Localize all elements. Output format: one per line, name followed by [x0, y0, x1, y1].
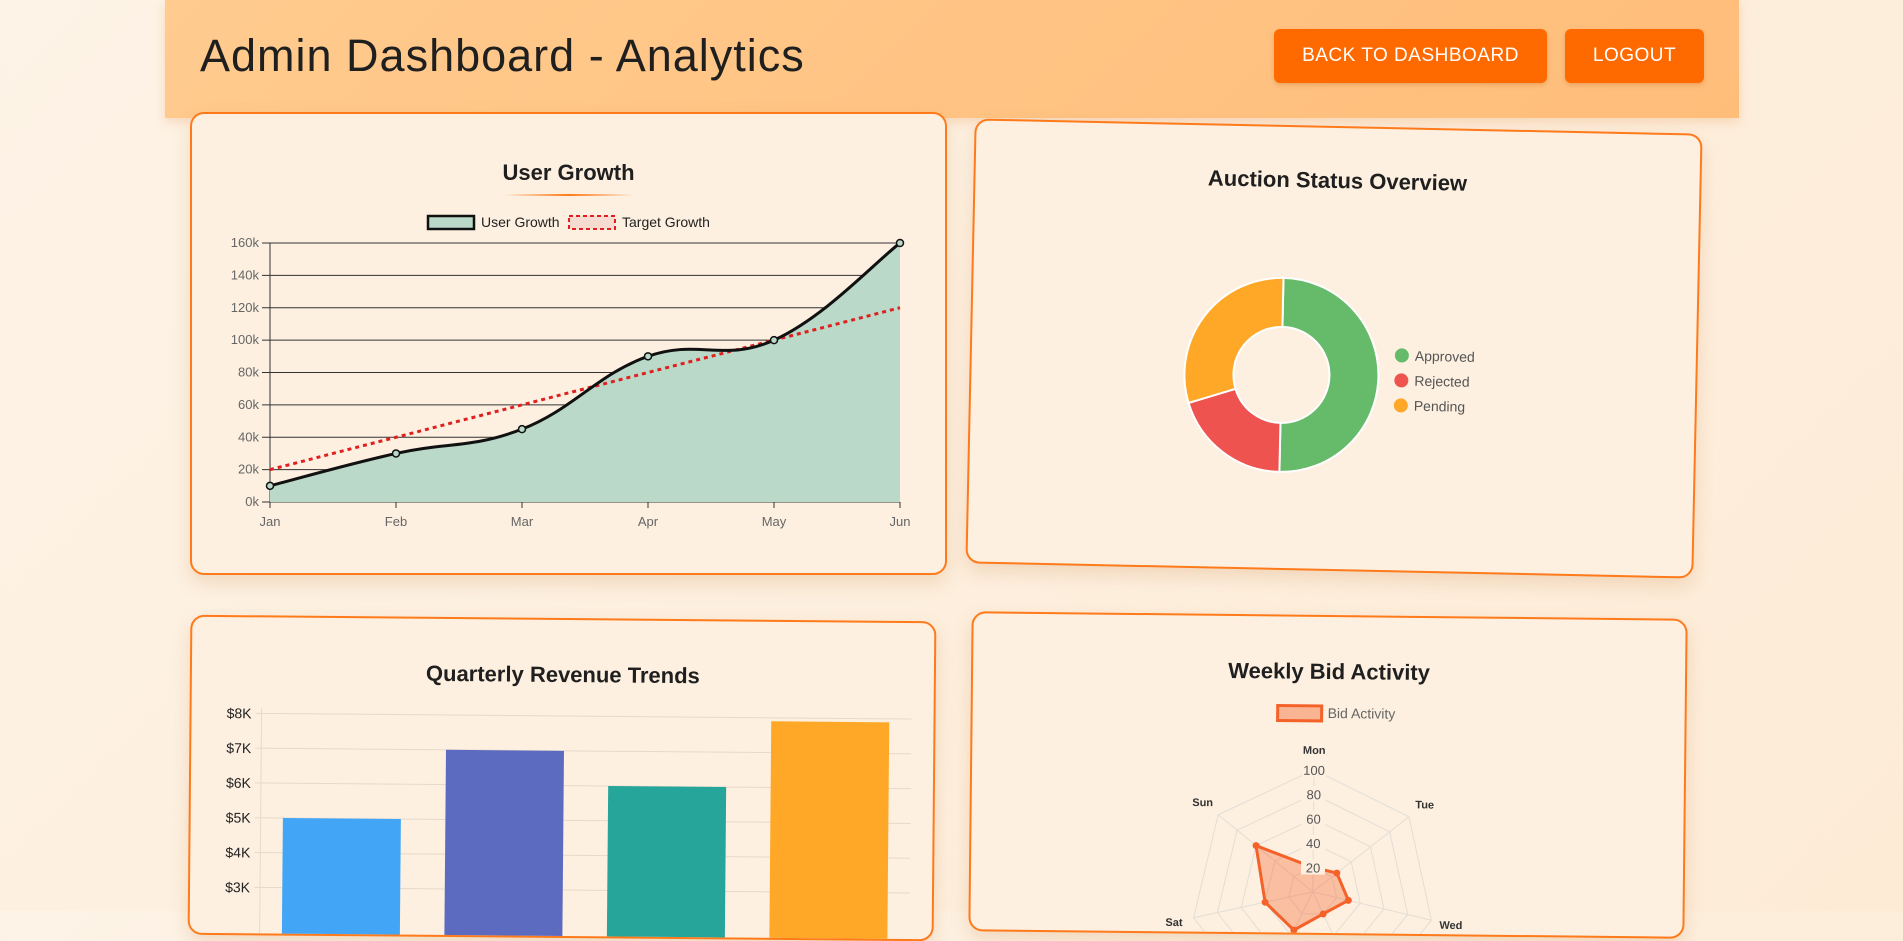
- user-growth-title: User Growth: [502, 160, 635, 185]
- auction-status-legend: Approved Rejected Pending: [1393, 348, 1475, 415]
- title-underline: [504, 194, 634, 196]
- legend-label-target-growth: Target Growth: [622, 214, 710, 230]
- bar-q2[interactable]: [443, 749, 564, 941]
- radar-ring: [1216, 793, 1409, 939]
- y-tick-label: $8K: [227, 705, 253, 721]
- y-tick-label: 100k: [231, 332, 260, 347]
- user-growth-area: [270, 243, 900, 502]
- y-tick-label: $7K: [226, 740, 252, 756]
- legend-label-rejected: Rejected: [1414, 373, 1470, 390]
- gridline: [255, 712, 912, 720]
- user-growth-point[interactable]: [391, 449, 401, 458]
- radar-axis-label: Sat: [1165, 917, 1183, 929]
- x-tick-label: Feb: [385, 514, 407, 529]
- auction-status-card: Auction Status Overview Approved Rejecte…: [965, 118, 1703, 579]
- x-tick-label: Mar: [511, 514, 534, 529]
- header-bar: Admin Dashboard - Analytics BACK TO DASH…: [165, 0, 1739, 118]
- weekly-bid-chart: Bid Activity MonTueWedThuFriSatSun 20406…: [1165, 703, 1462, 939]
- legend-swatch-bid-activity: [1276, 703, 1324, 723]
- radar-spoke: [1217, 814, 1314, 893]
- x-tick-label: Jan: [260, 514, 281, 529]
- legend-label-approved: Approved: [1415, 348, 1475, 365]
- logout-button[interactable]: LOGOUT: [1565, 29, 1704, 83]
- bar-q1[interactable]: [281, 817, 401, 941]
- bar-q4[interactable]: [768, 721, 890, 941]
- quarterly-revenue-chart: $3K $4K $5K $6K $7K $8K: [225, 705, 912, 941]
- legend-swatch-user-growth: [426, 214, 476, 231]
- legend-dot-pending: [1393, 398, 1408, 413]
- legend-dot-approved: [1394, 348, 1409, 363]
- radar-axis-label: Wed: [1439, 920, 1462, 932]
- legend-swatch-target-growth: [568, 215, 616, 230]
- x-tick-label: Jun: [890, 514, 911, 529]
- radar-spoke: [1312, 891, 1366, 939]
- user-growth-point[interactable]: [265, 481, 275, 491]
- y-tick-label: 140k: [231, 267, 260, 282]
- pie-slice-approved[interactable]: [1278, 276, 1380, 474]
- y-tick-label: $5K: [226, 809, 252, 825]
- radar-ring: [1240, 818, 1385, 939]
- back-to-dashboard-button[interactable]: BACK TO DASHBOARD: [1274, 29, 1547, 83]
- radar-ring: [1193, 769, 1432, 939]
- y-tick-label: 80k: [238, 365, 259, 380]
- radar-tick-label: 60: [1306, 812, 1321, 827]
- x-tick-label: Apr: [638, 514, 659, 529]
- legend-dot-rejected: [1394, 373, 1409, 388]
- bid-activity-area: [1254, 843, 1351, 932]
- user-growth-point[interactable]: [895, 238, 905, 248]
- radar-tick-label: 20: [1306, 860, 1321, 875]
- radar-tick-label: 100: [1303, 763, 1325, 778]
- radar-axis-label: Sun: [1192, 797, 1213, 809]
- legend-label-pending: Pending: [1414, 398, 1466, 415]
- weekly-bid-card: Weekly Bid Activity Bid Activity Mon Tue W…: [968, 611, 1688, 939]
- y-tick-label: 120k: [231, 300, 260, 315]
- user-growth-legend: User Growth Target Growth: [426, 214, 710, 231]
- page-title: Admin Dashboard - Analytics: [200, 30, 805, 81]
- radar-tick-backdrop: [1301, 834, 1326, 851]
- legend-label-user-growth: User Growth: [481, 214, 560, 230]
- bar-q3[interactable]: [606, 786, 727, 941]
- quarterly-revenue-card: Quarterly Revenue Trends $3K $4K $5K $6K $7K…: [187, 614, 937, 941]
- auction-status-chart: Approved Rejected Pending: [1183, 276, 1475, 474]
- y-tick-label: 20k: [238, 462, 259, 477]
- radar-axis-label: Mon: [1303, 745, 1326, 757]
- bid-activity-point[interactable]: [1344, 896, 1352, 904]
- y-axis: [259, 708, 263, 941]
- bid-activity-point[interactable]: [1333, 869, 1341, 877]
- user-growth-point[interactable]: [517, 424, 527, 434]
- radar-tick-label: 80: [1306, 787, 1321, 802]
- y-tick-label: $4K: [225, 844, 251, 860]
- y-tick-label: 160k: [231, 235, 260, 250]
- radar-tick-backdrop: [1300, 859, 1326, 875]
- radar-tick-label: 40: [1306, 836, 1321, 851]
- radar-tick-backdrop: [1301, 786, 1326, 802]
- radar-tick-backdrop: [1301, 761, 1327, 777]
- radar-tick-backdrop: [1301, 810, 1326, 826]
- pie-slice-rejected[interactable]: [1187, 387, 1282, 473]
- y-tick-label: 60k: [238, 397, 259, 412]
- y-tick-label: 40k: [238, 429, 259, 444]
- y-tick-label: 0k: [245, 494, 259, 509]
- x-tick-label: May: [762, 514, 787, 529]
- user-growth-line: [269, 241, 901, 488]
- y-tick-label: $3K: [225, 879, 251, 895]
- user-growth-point[interactable]: [643, 352, 653, 361]
- legend-label-bid-activity: Bid Activity: [1328, 705, 1396, 722]
- pie-slice-pending[interactable]: [1183, 276, 1285, 405]
- user-growth-chart: User Growth Target Growth 0k 20k 40k 60k 80k…: [231, 214, 911, 529]
- radar-axis-label: Tue: [1415, 799, 1434, 811]
- bid-activity-point[interactable]: [1252, 842, 1260, 850]
- y-tick-label: $6K: [226, 775, 252, 791]
- user-growth-card: User Growth User Growth Target Growth 0k…: [190, 112, 947, 575]
- user-growth-point[interactable]: [769, 335, 779, 345]
- bid-activity-point[interactable]: [1261, 898, 1269, 906]
- radar-spoke: [1312, 816, 1410, 893]
- radar-spoke: [1258, 891, 1314, 939]
- weekly-bid-legend: Bid Activity: [1276, 703, 1396, 723]
